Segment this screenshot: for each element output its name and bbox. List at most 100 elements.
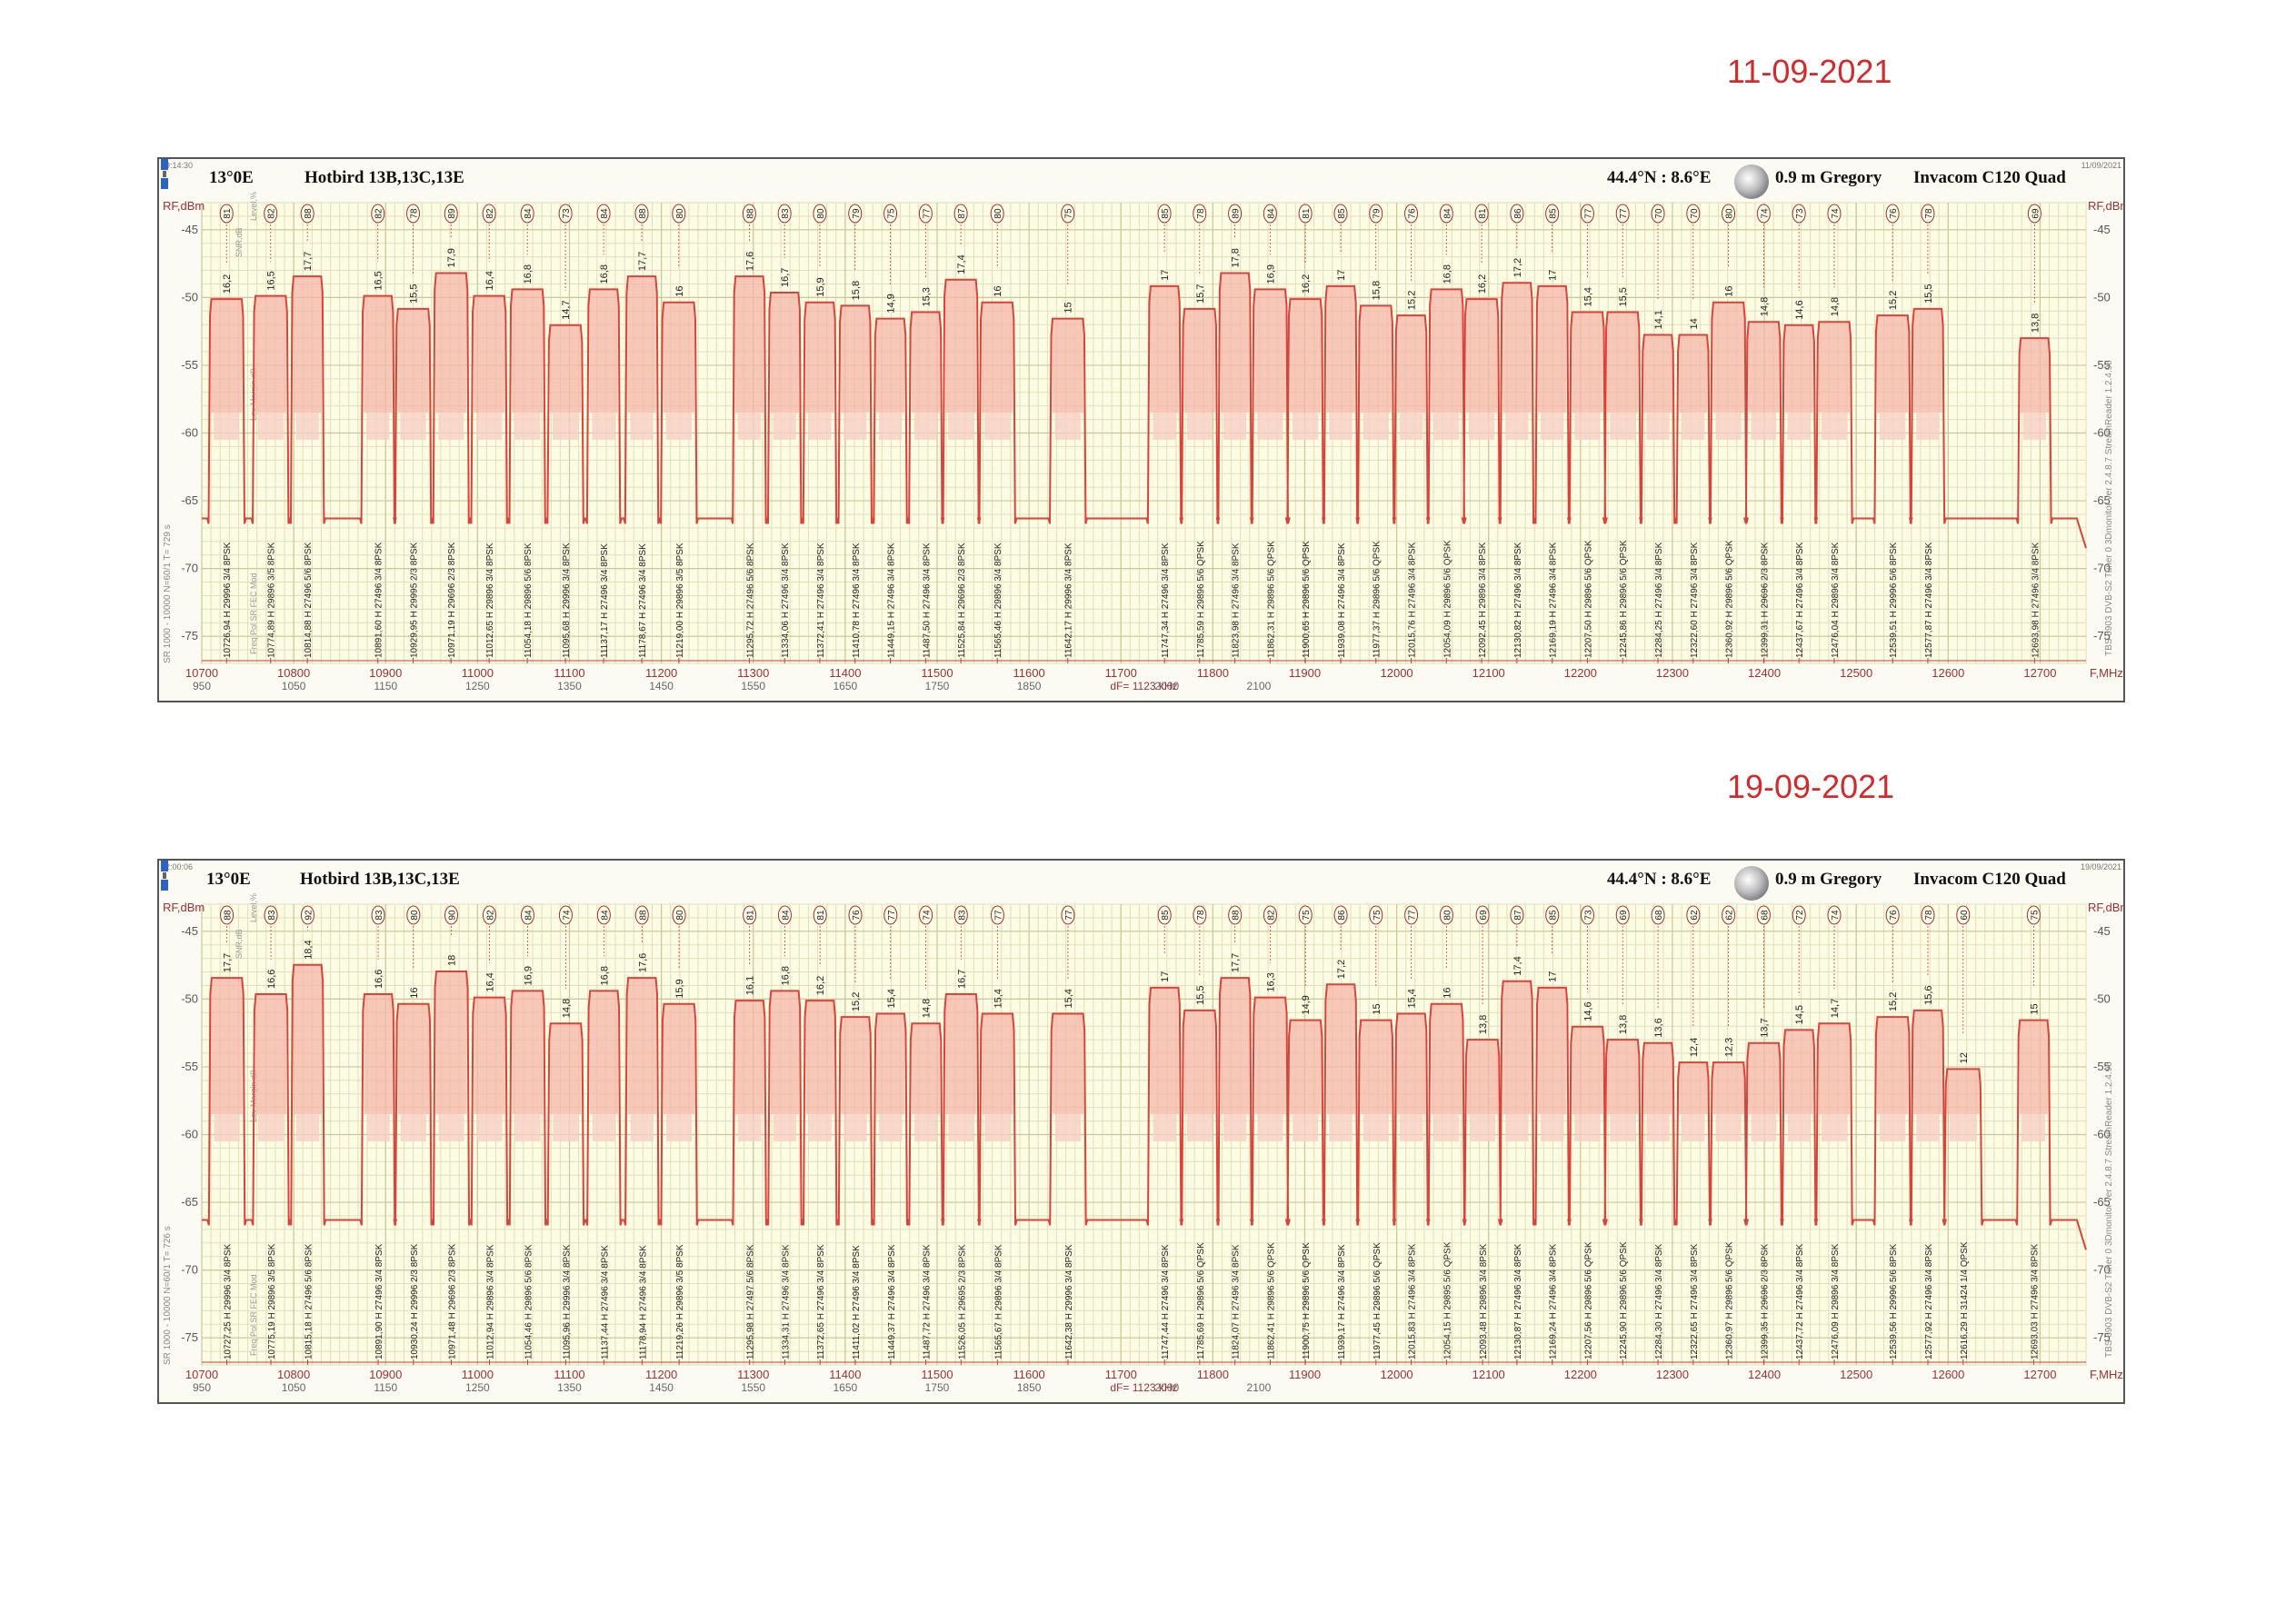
snr-label: 15,8 xyxy=(1372,281,1383,300)
level-label: 76 xyxy=(852,910,862,921)
snr-label: 17,2 xyxy=(1336,960,1347,979)
y-tick-label-right: -50 xyxy=(2093,290,2111,304)
spectrum-chart-2: RF,dBm RF,dBm -45 -45 -50 -50 -55 -55 -60 -60 -65 -… xyxy=(163,893,2123,1394)
carrier-fill xyxy=(2020,338,2050,413)
level-badge xyxy=(1333,905,1348,925)
carrier-margin xyxy=(1916,413,1940,440)
x-tick-label: 12500 xyxy=(1840,1368,1872,1381)
level-label: 75 xyxy=(2030,910,2040,921)
level-badge xyxy=(1369,204,1383,224)
y-tick-label: -75 xyxy=(181,1330,198,1344)
level-badge xyxy=(520,905,534,925)
carrier-label: 12577,92 H 27496 3/4 8PSK xyxy=(1924,1243,1934,1359)
snr-label: 17,2 xyxy=(1512,258,1523,277)
if-tick-label: 1050 xyxy=(282,1381,306,1394)
snr-label: 16,5 xyxy=(266,271,277,290)
carrier-label: 10971,19 H 29696 2/3 8PSK xyxy=(447,542,457,658)
level-badge xyxy=(777,204,792,224)
carrier-margin xyxy=(808,1114,832,1141)
level-badge xyxy=(1228,204,1243,224)
carrier-label: 11977,37 H 29896 5/6 QPSK xyxy=(1373,541,1383,658)
level-badge xyxy=(953,204,968,224)
lnb: Invacom C120 Quad xyxy=(1913,870,2066,889)
date-small-label: 11/09/2021 xyxy=(2081,161,2121,170)
snr-label: 16,9 xyxy=(1265,264,1276,284)
level-badge xyxy=(1756,905,1771,925)
y-tick-label: -75 xyxy=(181,629,198,642)
carrier-margin xyxy=(808,413,832,440)
satellite-name: Hotbird 13B,13C,13E xyxy=(304,168,464,187)
x-tick-label: 11700 xyxy=(1105,666,1137,680)
level-badge xyxy=(1193,204,1207,224)
snr-label: 15,4 xyxy=(1407,989,1418,1008)
carrier-label: 11372,65 H 27496 3/4 8PSK xyxy=(816,1244,826,1359)
carrier-fill xyxy=(1326,984,1355,1115)
carrier-label: 12245,90 H 29896 5/6 QPSK xyxy=(1619,1241,1629,1359)
carrier-margin xyxy=(1751,413,1777,440)
x-tick-label: 12000 xyxy=(1381,666,1413,680)
level-badge xyxy=(1756,204,1771,224)
level-label: 85 xyxy=(1161,910,1171,921)
level-label: 74 xyxy=(562,910,572,921)
carrier-margin xyxy=(1682,1114,1705,1141)
y-tick-label-right: -70 xyxy=(2093,1263,2111,1277)
x-tick-label: 12700 xyxy=(2023,1368,2056,1381)
carrier-label: 11449,15 H 27496 3/4 8PSK xyxy=(887,543,897,658)
snr-label: 16 xyxy=(993,286,1003,297)
carrier-fill xyxy=(474,997,505,1115)
if-tick-label: 2000 xyxy=(1154,1381,1179,1394)
left-meta: SR 1000 - 10000 N=60/1 T= 729 s xyxy=(163,524,173,663)
level-label: 80 xyxy=(675,208,685,219)
carrier-label: 10815,18 H 27496 5/6 8PSK xyxy=(304,1243,314,1359)
carrier-fill xyxy=(1290,1020,1322,1115)
level-badge xyxy=(2026,905,2041,925)
snr-label: 16 xyxy=(1724,286,1735,297)
carrier-margin xyxy=(1054,1114,1082,1141)
level-badge xyxy=(1956,905,1971,925)
df-label: dF= 1123 kHz xyxy=(1110,1381,1177,1394)
level-label: 79 xyxy=(1373,208,1383,219)
if-tick-label: 1250 xyxy=(465,680,490,692)
x-tick-label: 11500 xyxy=(921,666,953,680)
carrier-margin xyxy=(1574,413,1601,440)
x-tick-label: 12300 xyxy=(1656,666,1689,680)
carrier-fill xyxy=(1183,1010,1215,1115)
level-label: 82 xyxy=(485,208,495,219)
carrier-fill xyxy=(1221,978,1250,1115)
level-label: 85 xyxy=(1549,208,1559,219)
level-badge xyxy=(1545,905,1560,925)
carrier-fill xyxy=(364,994,393,1115)
level-badge xyxy=(1722,905,1736,925)
spectrum-panel-1: 09:14:30 11/09/2021 13°0E Hotbird 13B,13… xyxy=(157,157,2125,702)
level-label: 83 xyxy=(267,910,277,921)
level-badge xyxy=(1885,905,1900,925)
snr-label: 17,7 xyxy=(1231,953,1242,972)
if-tick-label: 950 xyxy=(193,680,211,692)
level-label: 88 xyxy=(304,208,314,219)
snr-label: 12,3 xyxy=(1724,1038,1735,1057)
level-label: 85 xyxy=(1549,910,1559,921)
level-badge xyxy=(953,905,968,925)
carrier-margin xyxy=(773,413,796,440)
carrier-margin xyxy=(592,1114,615,1141)
level-label: 78 xyxy=(410,208,420,219)
snr-label: 17,7 xyxy=(223,953,234,972)
carrier-margin xyxy=(514,413,541,440)
carrier-fill xyxy=(1254,997,1286,1115)
sub-label: Level,% xyxy=(249,893,258,922)
level-badge xyxy=(919,905,933,925)
carrier-margin xyxy=(1646,1114,1670,1141)
snr-label: 16,6 xyxy=(374,970,384,989)
snr-label: 14,1 xyxy=(1653,310,1664,329)
x-tick-label: 12400 xyxy=(1748,666,1781,680)
carrier-fill xyxy=(945,279,977,413)
level-label: 84 xyxy=(781,910,791,921)
carrier-label: 12245,86 H 29896 5/6 QPSK xyxy=(1619,540,1629,658)
carrier-label: 10726,94 H 29996 3/4 8PSK xyxy=(223,542,233,658)
carrier-fill xyxy=(435,971,467,1115)
if-tick-label: 1250 xyxy=(465,1381,490,1394)
level-badge xyxy=(742,204,756,224)
level-label: 76 xyxy=(1408,208,1418,219)
level-label: 77 xyxy=(1583,208,1593,219)
level-label: 69 xyxy=(1479,910,1489,921)
